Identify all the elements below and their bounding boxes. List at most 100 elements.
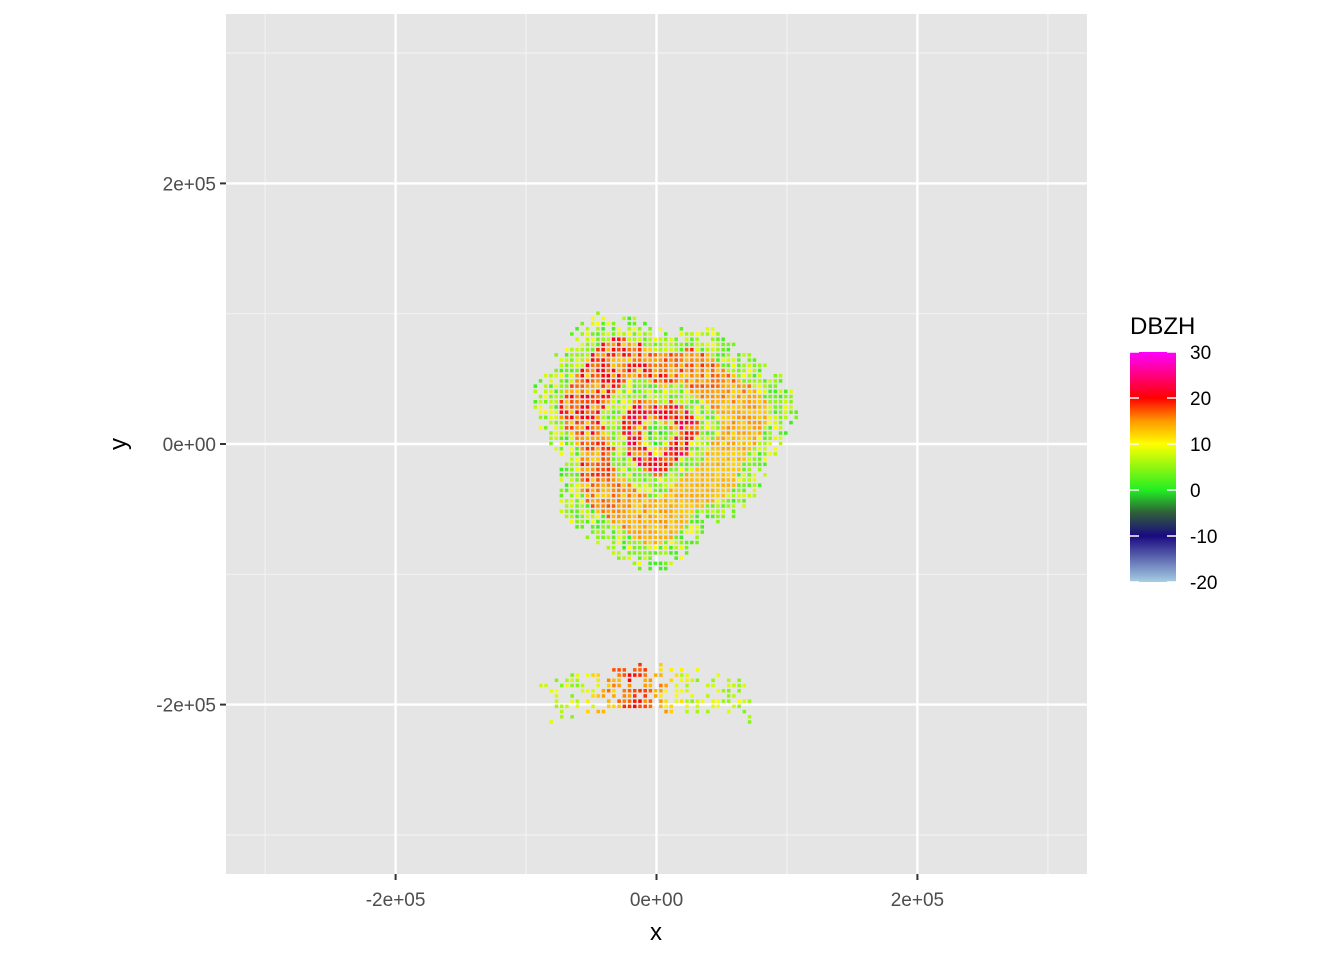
echo-cell [543,373,548,378]
echo-cell [731,472,736,477]
echo-cell [617,410,621,414]
echo-cell [617,509,621,513]
echo-cell [778,389,783,394]
echo-cell [596,519,600,524]
echo-cell [575,462,579,467]
echo-cell [773,415,778,420]
echo-cell [664,420,668,425]
echo-cell [731,452,736,456]
echo-cell [585,499,590,503]
echo-cell [637,332,642,336]
echo-cell [580,483,585,487]
echo-cell [679,379,684,383]
echo-cell [731,394,736,399]
echo-cell [726,483,731,487]
echo-cell [554,373,558,378]
echo-cell [559,704,564,709]
echo-cell [695,704,700,709]
echo-cell [669,530,673,534]
echo-cell [637,373,642,378]
echo-cell [627,488,631,493]
echo-cell [763,441,767,446]
echo-cell [559,441,564,446]
echo-cell [710,499,715,503]
echo-cell [757,467,762,472]
echo-cell [684,467,689,472]
echo-cell [653,688,658,693]
echo-cell [679,415,684,420]
echo-cell [585,373,590,378]
echo-cell [669,384,673,388]
echo-cell [617,699,621,703]
echo-cell [570,394,574,399]
echo-cell [611,327,616,331]
echo-cell [716,431,720,435]
echo-cell [690,379,694,383]
echo-cell [633,704,637,709]
echo-cell [632,426,637,430]
echo-cell [637,530,642,534]
echo-cell [653,561,658,566]
echo-cell [690,358,694,362]
echo-cell [690,452,694,456]
echo-cell [601,467,605,472]
echo-cell [721,431,725,435]
echo-cell [648,410,652,414]
echo-cell [564,384,569,388]
echo-cell [580,525,585,529]
echo-cell [596,540,600,545]
echo-cell [643,358,647,362]
echo-cell [731,499,736,503]
echo-cell [664,509,668,513]
echo-cell [679,467,684,472]
echo-cell [669,709,674,714]
echo-cell [575,415,579,420]
legend-label: 20 [1190,389,1211,410]
echo-cell [679,441,684,446]
echo-cell [549,436,553,441]
echo-cell [752,472,757,477]
echo-cell [742,467,746,472]
echo-cell [726,709,731,714]
echo-cell [700,462,705,467]
echo-cell [611,368,616,373]
echo-cell [586,709,590,714]
echo-cell [617,457,621,461]
echo-cell [747,358,751,362]
echo-cell [658,368,663,373]
echo-cell [611,342,616,347]
echo-cell [690,410,694,414]
echo-cell [653,353,658,357]
echo-cell [669,545,673,550]
echo-cell [627,551,631,555]
echo-cell [570,446,574,451]
echo-cell [648,688,653,693]
echo-cell [632,394,637,399]
echo-cell [585,493,590,498]
echo-cell [674,452,678,456]
echo-cell [669,478,673,482]
echo-cell [658,566,663,571]
echo-cell [716,488,720,493]
echo-cell [637,379,642,383]
echo-cell [690,530,694,534]
echo-cell [669,410,673,414]
echo-cell [632,488,637,493]
echo-cell [648,452,652,456]
echo-cell [617,530,621,534]
echo-cell [726,363,731,368]
echo-cell [731,509,736,513]
echo-cell [679,446,684,451]
echo-cell [664,405,668,409]
echo-cell [669,426,673,430]
echo-cell [622,436,626,441]
echo-cell [601,478,605,482]
echo-cell [622,405,626,409]
echo-cell [648,525,652,529]
echo-cell [664,436,668,441]
echo-cell [601,525,605,529]
echo-cell [674,426,678,430]
echo-cell [747,452,751,456]
echo-cell [669,415,673,420]
echo-cell [590,353,595,357]
